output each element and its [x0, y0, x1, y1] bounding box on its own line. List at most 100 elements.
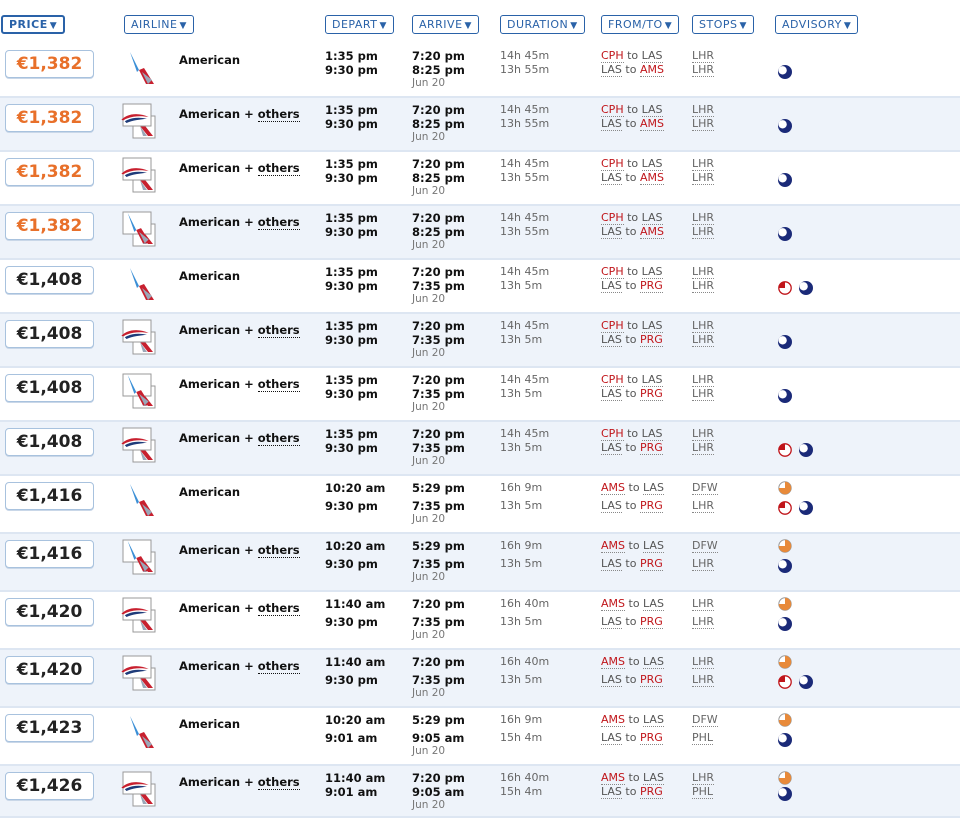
stop-airport-code[interactable]: DFW [692, 539, 718, 553]
short-connection-icon[interactable] [777, 280, 793, 296]
overnight-moon-icon[interactable] [777, 732, 793, 748]
airline-others-link[interactable]: others [257, 107, 300, 122]
early-departure-icon[interactable] [777, 654, 793, 670]
stop-airport-code[interactable]: LHR [692, 387, 715, 401]
airport-code[interactable]: LAS [641, 319, 663, 333]
airport-code[interactable]: PRG [639, 279, 663, 293]
airport-code[interactable]: LAS [601, 499, 622, 513]
stop-airport-code[interactable]: LHR [692, 373, 715, 387]
airport-code[interactable]: PRG [639, 333, 663, 347]
sort-stops-button[interactable]: STOPS ▼ [692, 15, 754, 34]
stop-airport-code[interactable]: LHR [692, 441, 715, 455]
airport-code[interactable]: LAS [601, 387, 622, 401]
airline-others-link[interactable]: others [257, 543, 300, 558]
overnight-moon-icon[interactable] [777, 118, 793, 134]
airport-code[interactable]: CPH [601, 157, 624, 171]
airport-code[interactable]: CPH [601, 49, 624, 63]
airport-code[interactable]: AMS [601, 655, 625, 669]
airport-code[interactable]: PRG [639, 441, 663, 455]
stop-airport-code[interactable]: LHR [692, 103, 715, 117]
short-connection-icon[interactable] [777, 442, 793, 458]
stop-airport-code[interactable]: LHR [692, 499, 715, 513]
overnight-moon-icon[interactable] [798, 674, 814, 690]
price-button[interactable]: €1,420 [5, 656, 94, 684]
airport-code[interactable]: CPH [601, 265, 624, 279]
price-button[interactable]: €1,382 [5, 212, 94, 240]
stop-airport-code[interactable]: LHR [692, 597, 715, 611]
airline-others-link[interactable]: others [257, 377, 300, 392]
airport-code[interactable]: CPH [601, 211, 624, 225]
price-button[interactable]: €1,408 [5, 320, 94, 348]
airline-others-link[interactable]: others [257, 431, 300, 446]
airport-code[interactable]: CPH [601, 373, 624, 387]
stop-airport-code[interactable]: LHR [692, 655, 715, 669]
overnight-moon-icon[interactable] [777, 334, 793, 350]
airline-others-link[interactable]: others [257, 659, 300, 674]
stop-airport-code[interactable]: LHR [692, 427, 715, 441]
stop-airport-code[interactable]: LHR [692, 557, 715, 571]
airport-code[interactable]: CPH [601, 103, 624, 117]
sort-airline-button[interactable]: AIRLINE ▼ [124, 15, 194, 34]
short-connection-icon[interactable] [777, 500, 793, 516]
early-departure-icon[interactable] [777, 538, 793, 554]
stop-airport-code[interactable]: LHR [692, 49, 715, 63]
airport-code[interactable]: PRG [639, 499, 663, 513]
price-button[interactable]: €1,423 [5, 714, 94, 742]
stop-airport-code[interactable]: LHR [692, 279, 715, 293]
airline-others-link[interactable]: others [257, 323, 300, 338]
airport-code[interactable]: LAS [601, 333, 622, 347]
airport-code[interactable]: LAS [643, 713, 664, 727]
sort-price-button[interactable]: PRICE ▼ [1, 15, 66, 34]
stop-airport-code[interactable]: PHL [692, 731, 714, 745]
short-connection-icon[interactable] [777, 674, 793, 690]
airport-code[interactable]: LAS [641, 211, 663, 225]
price-button[interactable]: €1,420 [5, 598, 94, 626]
price-button[interactable]: €1,426 [5, 772, 94, 800]
stop-airport-code[interactable]: LHR [692, 319, 715, 333]
stop-airport-code[interactable]: LHR [692, 117, 715, 131]
overnight-moon-icon[interactable] [777, 558, 793, 574]
airport-code[interactable]: LAS [601, 171, 622, 185]
stop-airport-code[interactable]: LHR [692, 157, 715, 171]
overnight-moon-icon[interactable] [777, 786, 793, 802]
airport-code[interactable]: PRG [639, 673, 663, 687]
overnight-moon-icon[interactable] [798, 500, 814, 516]
sort-fromto-button[interactable]: FROM/TO ▼ [601, 15, 680, 34]
airline-others-link[interactable]: others [257, 161, 300, 176]
stop-airport-code[interactable]: LHR [692, 171, 715, 185]
airport-code[interactable]: LAS [641, 157, 663, 171]
stop-airport-code[interactable]: LHR [692, 63, 715, 77]
airport-code[interactable]: LAS [601, 279, 622, 293]
overnight-moon-icon[interactable] [777, 616, 793, 632]
overnight-moon-icon[interactable] [777, 226, 793, 242]
early-departure-icon[interactable] [777, 770, 793, 786]
price-button[interactable]: €1,382 [5, 158, 94, 186]
airport-code[interactable]: LAS [601, 785, 622, 799]
airport-code[interactable]: AMS [639, 117, 664, 131]
overnight-moon-icon[interactable] [798, 442, 814, 458]
stop-airport-code[interactable]: DFW [692, 481, 718, 495]
airport-code[interactable]: LAS [601, 63, 622, 77]
sort-duration-button[interactable]: DURATION ▼ [500, 15, 585, 34]
airport-code[interactable]: LAS [641, 265, 663, 279]
price-button[interactable]: €1,382 [5, 104, 94, 132]
airport-code[interactable]: LAS [601, 441, 622, 455]
airport-code[interactable]: AMS [601, 597, 625, 611]
airport-code[interactable]: LAS [643, 539, 664, 553]
airport-code[interactable]: LAS [643, 597, 664, 611]
stop-airport-code[interactable]: DFW [692, 713, 718, 727]
airport-code[interactable]: LAS [643, 771, 664, 785]
price-button[interactable]: €1,408 [5, 428, 94, 456]
airport-code[interactable]: LAS [601, 225, 622, 239]
price-button[interactable]: €1,408 [5, 374, 94, 402]
airport-code[interactable]: AMS [639, 63, 664, 77]
stop-airport-code[interactable]: LHR [692, 771, 715, 785]
airport-code[interactable]: CPH [601, 319, 624, 333]
price-button[interactable]: €1,416 [5, 482, 94, 510]
airport-code[interactable]: LAS [643, 655, 664, 669]
stop-airport-code[interactable]: LHR [692, 673, 715, 687]
stop-airport-code[interactable]: LHR [692, 211, 715, 225]
airport-code[interactable]: CPH [601, 427, 624, 441]
sort-advisory-button[interactable]: ADVISORY ▼ [775, 15, 859, 34]
stop-airport-code[interactable]: LHR [692, 265, 715, 279]
